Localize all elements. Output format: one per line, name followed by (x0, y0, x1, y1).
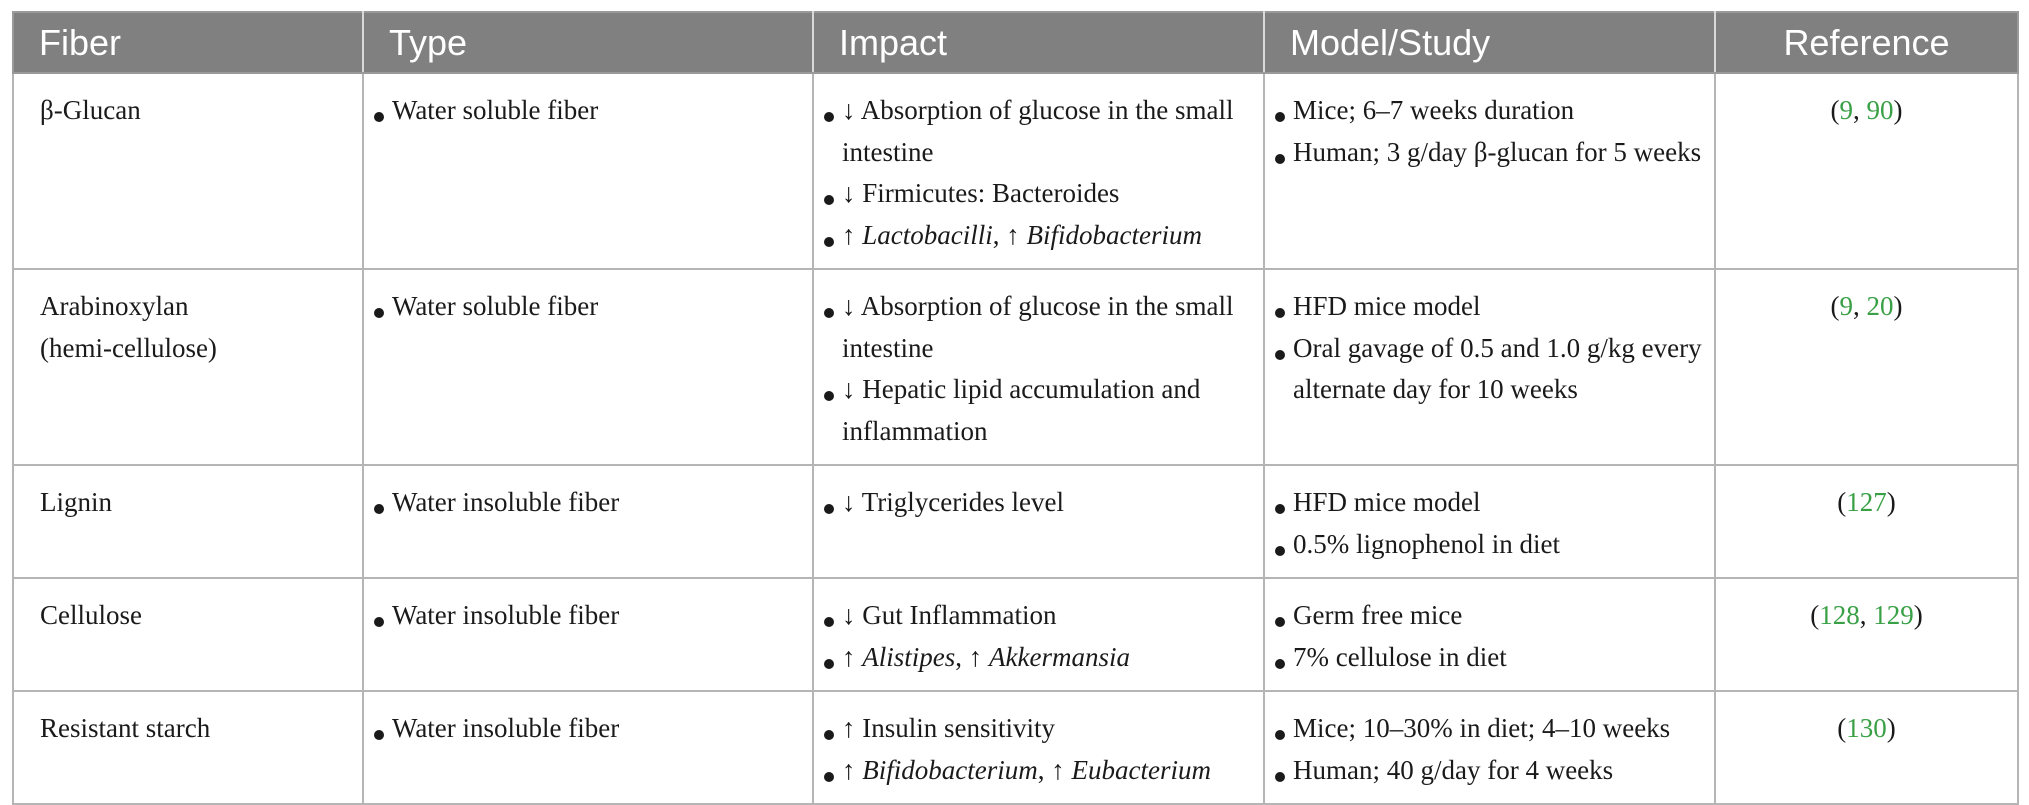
model-item: HFD mice model (1273, 286, 1706, 328)
fiber-table-container: Fiber Type Impact Model/Study Reference … (12, 11, 2019, 805)
citation-link[interactable]: 9 (1839, 95, 1854, 125)
fiber-name: β-Glucan (40, 95, 141, 125)
type-cell: Water insoluble fiber (362, 690, 814, 805)
fiber-cell: Cellulose (12, 577, 364, 692)
impact-cell: ↓ Absorption of glucose in the small int… (812, 268, 1265, 466)
model-item: Human; 40 g/day for 4 weeks (1273, 750, 1706, 792)
citation-link[interactable]: 90 (1866, 95, 1894, 125)
impact-item: ↑ Bifidobacterium, ↑ Eubacterium (822, 750, 1255, 792)
column-header-reference: Reference (1715, 11, 2019, 74)
reference-cell: (9, 20) (1714, 268, 2019, 466)
type-item: Water insoluble fiber (372, 595, 804, 637)
fiber-name: Lignin (40, 487, 112, 517)
model-item: Mice; 10–30% in diet; 4–10 weeks (1273, 708, 1706, 750)
table-row: Arabinoxylan (hemi-cellulose) Water solu… (12, 268, 2019, 466)
type-cell: Water soluble fiber (362, 72, 814, 270)
model-item: HFD mice model (1273, 482, 1706, 524)
type-item: Water soluble fiber (372, 286, 804, 328)
model-item: Oral gavage of 0.5 and 1.0 g/kg every al… (1273, 328, 1706, 411)
impact-item: ↓ Firmicutes: Bacteroides (822, 173, 1255, 215)
fiber-cell: Lignin (12, 464, 364, 579)
model-item: Mice; 6–7 weeks duration (1273, 90, 1706, 132)
impact-item: ↑ Alistipes, ↑ Akkermansia (822, 637, 1255, 679)
reference-cell: (130) (1714, 690, 2019, 805)
citation-link[interactable]: 130 (1846, 713, 1887, 743)
fiber-cell: β-Glucan (12, 72, 364, 270)
type-item: Water insoluble fiber (372, 482, 804, 524)
model-item: Germ free mice (1273, 595, 1706, 637)
citation-link[interactable]: 20 (1866, 291, 1894, 321)
impact-cell: ↓ Absorption of glucose in the small int… (812, 72, 1265, 270)
fiber-cell: Arabinoxylan (hemi-cellulose) (12, 268, 364, 466)
table-row: β-Glucan Water soluble fiber ↓ Absorptio… (12, 72, 2019, 270)
impact-item: ↑ Lactobacilli, ↑ Bifidobacterium (822, 215, 1255, 257)
fiber-name-subtitle: (hemi-cellulose) (40, 332, 217, 363)
impact-cell: ↓ Gut Inflammation ↑ Alistipes, ↑ Akkerm… (812, 577, 1265, 692)
impact-item: ↓ Hepatic lipid accumulation and inflamm… (822, 369, 1255, 452)
table-row: Lignin Water insoluble fiber ↓ Triglycer… (12, 464, 2019, 579)
fiber-name: Resistant starch (40, 713, 211, 743)
taxon-name: Bifidobacterium (862, 754, 1038, 785)
reference-cell: (127) (1714, 464, 2019, 579)
type-cell: Water insoluble fiber (362, 464, 814, 579)
impact-cell: ↓ Triglycerides level (812, 464, 1265, 579)
model-item: 0.5% lignophenol in diet (1273, 524, 1706, 566)
citation-link[interactable]: 9 (1839, 291, 1854, 321)
model-item: 7% cellulose in diet (1273, 637, 1706, 679)
taxon-name: Alistipes (862, 641, 956, 672)
fiber-table: Fiber Type Impact Model/Study Reference … (12, 11, 2019, 805)
column-header-model-study: Model/Study (1264, 11, 1716, 74)
model-cell: Mice; 6–7 weeks duration Human; 3 g/day … (1263, 72, 1716, 270)
citation-link[interactable]: 127 (1846, 487, 1887, 517)
impact-item: ↓ Triglycerides level (822, 482, 1255, 524)
model-cell: Germ free mice 7% cellulose in diet (1263, 577, 1716, 692)
fiber-name: Cellulose (40, 600, 142, 630)
model-cell: Mice; 10–30% in diet; 4–10 weeks Human; … (1263, 690, 1716, 805)
model-cell: HFD mice model Oral gavage of 0.5 and 1.… (1263, 268, 1716, 466)
fiber-cell: Resistant starch (12, 690, 364, 805)
taxon-name: Eubacterium (1071, 754, 1211, 785)
type-item: Water soluble fiber (372, 90, 804, 132)
type-item: Water insoluble fiber (372, 708, 804, 750)
fiber-name: Arabinoxylan (40, 291, 189, 321)
citation-link[interactable]: 129 (1873, 600, 1914, 630)
taxon-name: Bifidobacterium (1026, 219, 1202, 250)
impact-cell: ↑ Insulin sensitivity ↑ Bifidobacterium,… (812, 690, 1265, 805)
impact-item: ↑ Insulin sensitivity (822, 708, 1255, 750)
model-cell: HFD mice model 0.5% lignophenol in diet (1263, 464, 1716, 579)
impact-item: ↓ Gut Inflammation (822, 595, 1255, 637)
table-row: Cellulose Water insoluble fiber ↓ Gut In… (12, 577, 2019, 692)
taxon-name: Akkermansia (989, 641, 1130, 672)
header-row: Fiber Type Impact Model/Study Reference (12, 11, 2019, 74)
model-item: Human; 3 g/day β-glucan for 5 weeks (1273, 132, 1706, 174)
citation-link[interactable]: 128 (1819, 600, 1860, 630)
table-row: Resistant starch Water insoluble fiber ↑… (12, 690, 2019, 805)
column-header-fiber: Fiber (12, 11, 364, 74)
impact-item: ↓ Absorption of glucose in the small int… (822, 90, 1255, 173)
column-header-type: Type (363, 11, 814, 74)
type-cell: Water soluble fiber (362, 268, 814, 466)
reference-cell: (9, 90) (1714, 72, 2019, 270)
type-cell: Water insoluble fiber (362, 577, 814, 692)
column-header-impact: Impact (813, 11, 1265, 74)
reference-cell: (128, 129) (1714, 577, 2019, 692)
impact-item: ↓ Absorption of glucose in the small int… (822, 286, 1255, 369)
taxon-name: Lactobacilli (862, 219, 993, 250)
